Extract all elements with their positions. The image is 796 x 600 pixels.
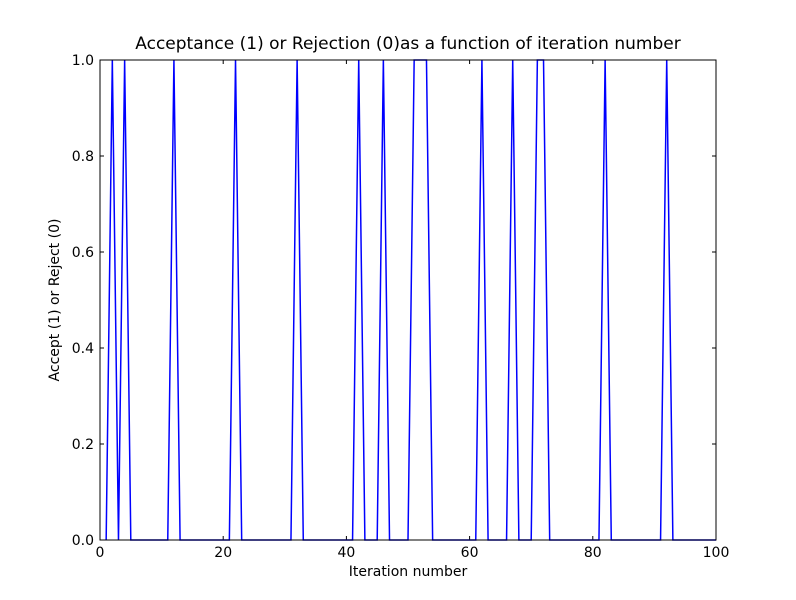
y-tick-label: 0.8 — [72, 149, 94, 165]
axes-frame — [99, 59, 717, 541]
x-tick-label: 40 — [337, 545, 355, 561]
y-tick-label: 0.0 — [72, 533, 94, 549]
x-tick-label: 80 — [584, 545, 602, 561]
y-tick-label: 1.0 — [72, 53, 94, 69]
x-axis-label: Iteration number — [349, 564, 468, 580]
x-tick-label: 100 — [703, 545, 730, 561]
y-tick-label: 0.2 — [72, 437, 94, 453]
x-tick-label: 20 — [214, 545, 232, 561]
x-tick-label: 0 — [96, 545, 105, 561]
chart-title: Acceptance (1) or Rejection (0)as a func… — [135, 34, 680, 54]
x-tick-label: 60 — [461, 545, 479, 561]
y-axis-label: Accept (1) or Reject (0) — [47, 219, 63, 382]
y-tick-label: 0.4 — [72, 341, 94, 357]
y-tick-label: 0.6 — [72, 245, 94, 261]
